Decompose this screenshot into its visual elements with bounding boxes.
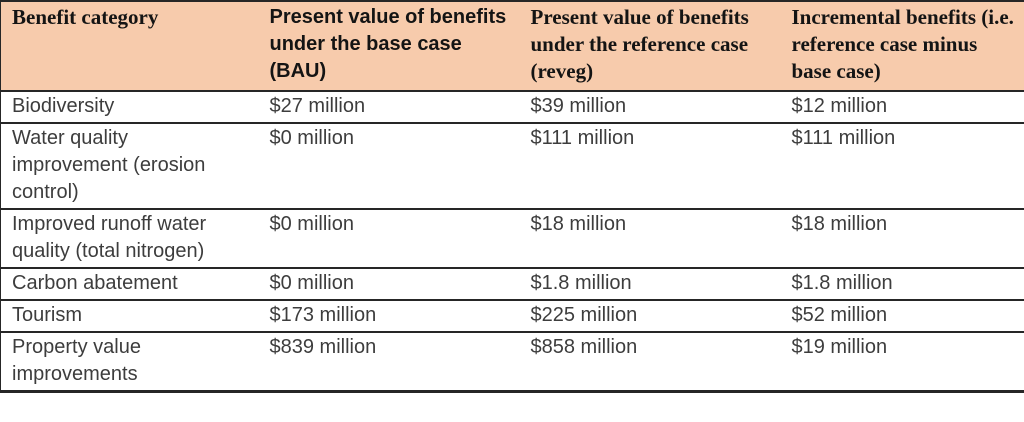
cell-incremental-value: $1.8 million bbox=[780, 267, 1024, 300]
cell-base-value: $0 million bbox=[258, 122, 520, 209]
col-header-base-case: Present value of benefits under the base… bbox=[258, 1, 520, 92]
cell-reference-value: $225 million bbox=[519, 299, 781, 332]
cell-base-value: $0 million bbox=[258, 208, 520, 268]
cell-category: Water quality improvement (erosion contr… bbox=[0, 122, 259, 209]
table-row: Property value improvements $839 million… bbox=[0, 331, 1024, 392]
cell-incremental-value: $111 million bbox=[780, 122, 1024, 209]
col-header-reference-case: Present value of benefits under the refe… bbox=[519, 1, 781, 92]
table-header-row: Benefit category Present value of benefi… bbox=[0, 1, 1024, 92]
table-row: Tourism $173 million $225 million $52 mi… bbox=[0, 299, 1024, 332]
cell-reference-value: $858 million bbox=[519, 331, 781, 392]
cell-category: Biodiversity bbox=[0, 91, 259, 123]
table-row: Biodiversity $27 million $39 million $12… bbox=[0, 91, 1024, 123]
cell-reference-value: $18 million bbox=[519, 208, 781, 268]
cell-incremental-value: $52 million bbox=[780, 299, 1024, 332]
cell-base-value: $27 million bbox=[258, 91, 520, 123]
table-row: Carbon abatement $0 million $1.8 million… bbox=[0, 267, 1024, 300]
cell-reference-value: $39 million bbox=[519, 91, 781, 123]
cell-base-value: $0 million bbox=[258, 267, 520, 300]
cell-incremental-value: $12 million bbox=[780, 91, 1024, 123]
cell-incremental-value: $19 million bbox=[780, 331, 1024, 392]
cell-category: Property value improvements bbox=[0, 331, 259, 392]
cell-base-value: $839 million bbox=[258, 331, 520, 392]
cell-base-value: $173 million bbox=[258, 299, 520, 332]
cell-category: Improved runoff water quality (total nit… bbox=[0, 208, 259, 268]
cell-category: Carbon abatement bbox=[0, 267, 259, 300]
benefits-table: Benefit category Present value of benefi… bbox=[0, 0, 1024, 393]
cell-reference-value: $111 million bbox=[519, 122, 781, 209]
table-row: Improved runoff water quality (total nit… bbox=[0, 208, 1024, 268]
cell-reference-value: $1.8 million bbox=[519, 267, 781, 300]
col-header-incremental: Incremental benefits (i.e. reference cas… bbox=[780, 1, 1024, 92]
cell-incremental-value: $18 million bbox=[780, 208, 1024, 268]
col-header-benefit-category: Benefit category bbox=[0, 1, 259, 92]
cell-category: Tourism bbox=[0, 299, 259, 332]
table-row: Water quality improvement (erosion contr… bbox=[0, 122, 1024, 209]
